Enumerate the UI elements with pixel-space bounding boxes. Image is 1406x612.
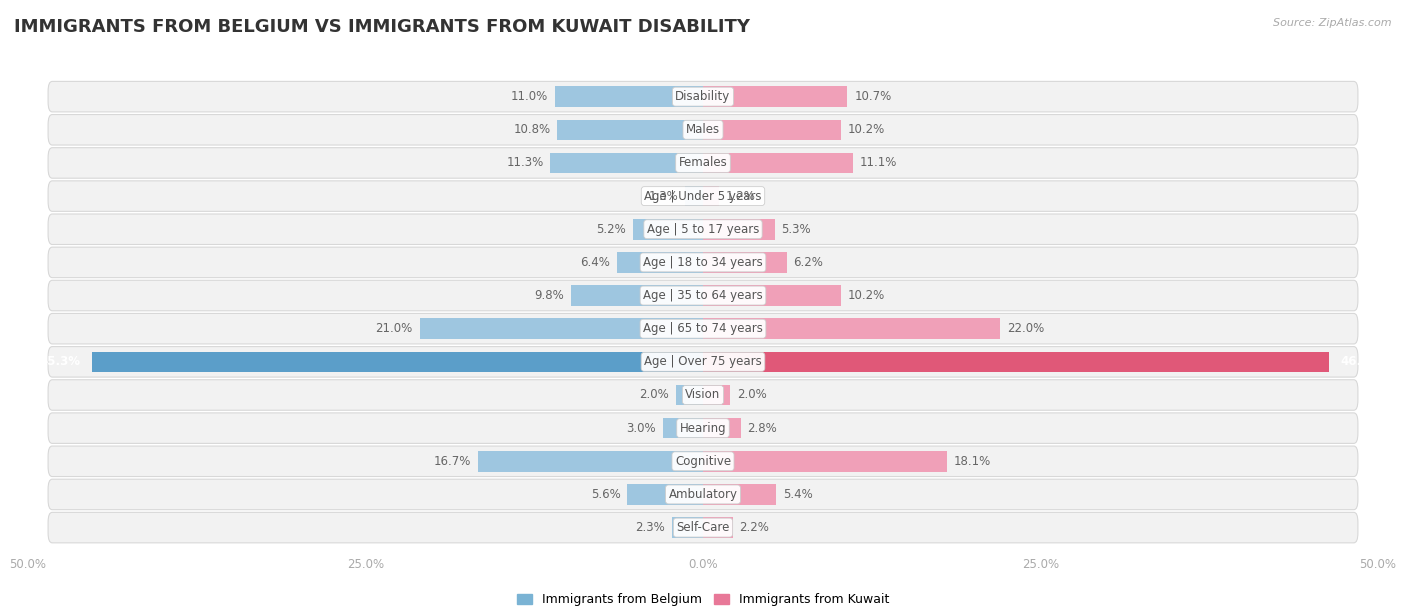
- Text: 10.7%: 10.7%: [855, 90, 891, 103]
- Text: 2.0%: 2.0%: [737, 389, 766, 401]
- Bar: [633, 219, 703, 239]
- FancyBboxPatch shape: [48, 147, 1358, 178]
- FancyBboxPatch shape: [48, 280, 1358, 311]
- Bar: [703, 418, 741, 438]
- Text: Age | 65 to 74 years: Age | 65 to 74 years: [643, 322, 763, 335]
- Text: Age | Over 75 years: Age | Over 75 years: [644, 356, 762, 368]
- Text: 6.2%: 6.2%: [793, 256, 824, 269]
- FancyBboxPatch shape: [48, 114, 1358, 145]
- Text: 1.2%: 1.2%: [725, 190, 756, 203]
- Text: 18.1%: 18.1%: [955, 455, 991, 468]
- Text: 2.8%: 2.8%: [748, 422, 778, 435]
- Text: 2.2%: 2.2%: [740, 521, 769, 534]
- Text: 2.0%: 2.0%: [640, 389, 669, 401]
- FancyBboxPatch shape: [48, 446, 1358, 477]
- Text: 5.4%: 5.4%: [783, 488, 813, 501]
- Text: 11.3%: 11.3%: [506, 157, 544, 170]
- FancyBboxPatch shape: [48, 81, 1358, 112]
- Text: Age | 5 to 17 years: Age | 5 to 17 years: [647, 223, 759, 236]
- Bar: [703, 451, 948, 472]
- Bar: [617, 252, 703, 273]
- Text: 5.6%: 5.6%: [591, 488, 620, 501]
- Text: 11.0%: 11.0%: [510, 90, 548, 103]
- Text: Hearing: Hearing: [679, 422, 727, 435]
- Text: 1.3%: 1.3%: [650, 190, 679, 203]
- FancyBboxPatch shape: [48, 413, 1358, 443]
- Text: Disability: Disability: [675, 90, 731, 103]
- Text: Self-Care: Self-Care: [676, 521, 730, 534]
- Text: Females: Females: [679, 157, 727, 170]
- Text: Males: Males: [686, 123, 720, 136]
- Bar: [627, 484, 703, 505]
- Bar: [557, 119, 703, 140]
- Bar: [662, 418, 703, 438]
- Text: Age | 35 to 64 years: Age | 35 to 64 years: [643, 289, 763, 302]
- Bar: [554, 86, 703, 107]
- Text: Age | 18 to 34 years: Age | 18 to 34 years: [643, 256, 763, 269]
- Bar: [478, 451, 703, 472]
- FancyBboxPatch shape: [48, 379, 1358, 410]
- Text: Source: ZipAtlas.com: Source: ZipAtlas.com: [1274, 18, 1392, 28]
- Text: Vision: Vision: [685, 389, 721, 401]
- Bar: [703, 152, 853, 173]
- Bar: [703, 318, 1000, 339]
- Text: 3.0%: 3.0%: [626, 422, 655, 435]
- FancyBboxPatch shape: [48, 512, 1358, 543]
- Text: 16.7%: 16.7%: [433, 455, 471, 468]
- Bar: [676, 385, 703, 405]
- Bar: [703, 86, 848, 107]
- Bar: [703, 517, 733, 538]
- Bar: [703, 186, 720, 206]
- Legend: Immigrants from Belgium, Immigrants from Kuwait: Immigrants from Belgium, Immigrants from…: [512, 588, 894, 611]
- Text: 11.1%: 11.1%: [859, 157, 897, 170]
- Text: 10.8%: 10.8%: [513, 123, 551, 136]
- Bar: [703, 285, 841, 306]
- Bar: [703, 385, 730, 405]
- Text: 45.3%: 45.3%: [39, 356, 80, 368]
- Bar: [551, 152, 703, 173]
- Text: 2.3%: 2.3%: [636, 521, 665, 534]
- Bar: [703, 484, 776, 505]
- FancyBboxPatch shape: [48, 214, 1358, 244]
- Text: 46.4%: 46.4%: [1340, 356, 1381, 368]
- Text: Ambulatory: Ambulatory: [668, 488, 738, 501]
- Text: 10.2%: 10.2%: [848, 123, 884, 136]
- FancyBboxPatch shape: [48, 479, 1358, 510]
- Text: 5.2%: 5.2%: [596, 223, 626, 236]
- FancyBboxPatch shape: [48, 313, 1358, 344]
- Text: 21.0%: 21.0%: [375, 322, 413, 335]
- Bar: [686, 186, 703, 206]
- Bar: [703, 119, 841, 140]
- Text: 9.8%: 9.8%: [534, 289, 564, 302]
- Text: 5.3%: 5.3%: [782, 223, 811, 236]
- Text: 6.4%: 6.4%: [581, 256, 610, 269]
- FancyBboxPatch shape: [48, 346, 1358, 377]
- Text: IMMIGRANTS FROM BELGIUM VS IMMIGRANTS FROM KUWAIT DISABILITY: IMMIGRANTS FROM BELGIUM VS IMMIGRANTS FR…: [14, 18, 749, 36]
- FancyBboxPatch shape: [48, 247, 1358, 278]
- Bar: [91, 351, 703, 372]
- Text: Age | Under 5 years: Age | Under 5 years: [644, 190, 762, 203]
- Text: Cognitive: Cognitive: [675, 455, 731, 468]
- Text: 22.0%: 22.0%: [1007, 322, 1043, 335]
- Bar: [703, 252, 787, 273]
- Bar: [703, 219, 775, 239]
- Bar: [419, 318, 703, 339]
- Bar: [672, 517, 703, 538]
- Bar: [571, 285, 703, 306]
- Bar: [703, 351, 1329, 372]
- FancyBboxPatch shape: [48, 181, 1358, 211]
- Text: 10.2%: 10.2%: [848, 289, 884, 302]
